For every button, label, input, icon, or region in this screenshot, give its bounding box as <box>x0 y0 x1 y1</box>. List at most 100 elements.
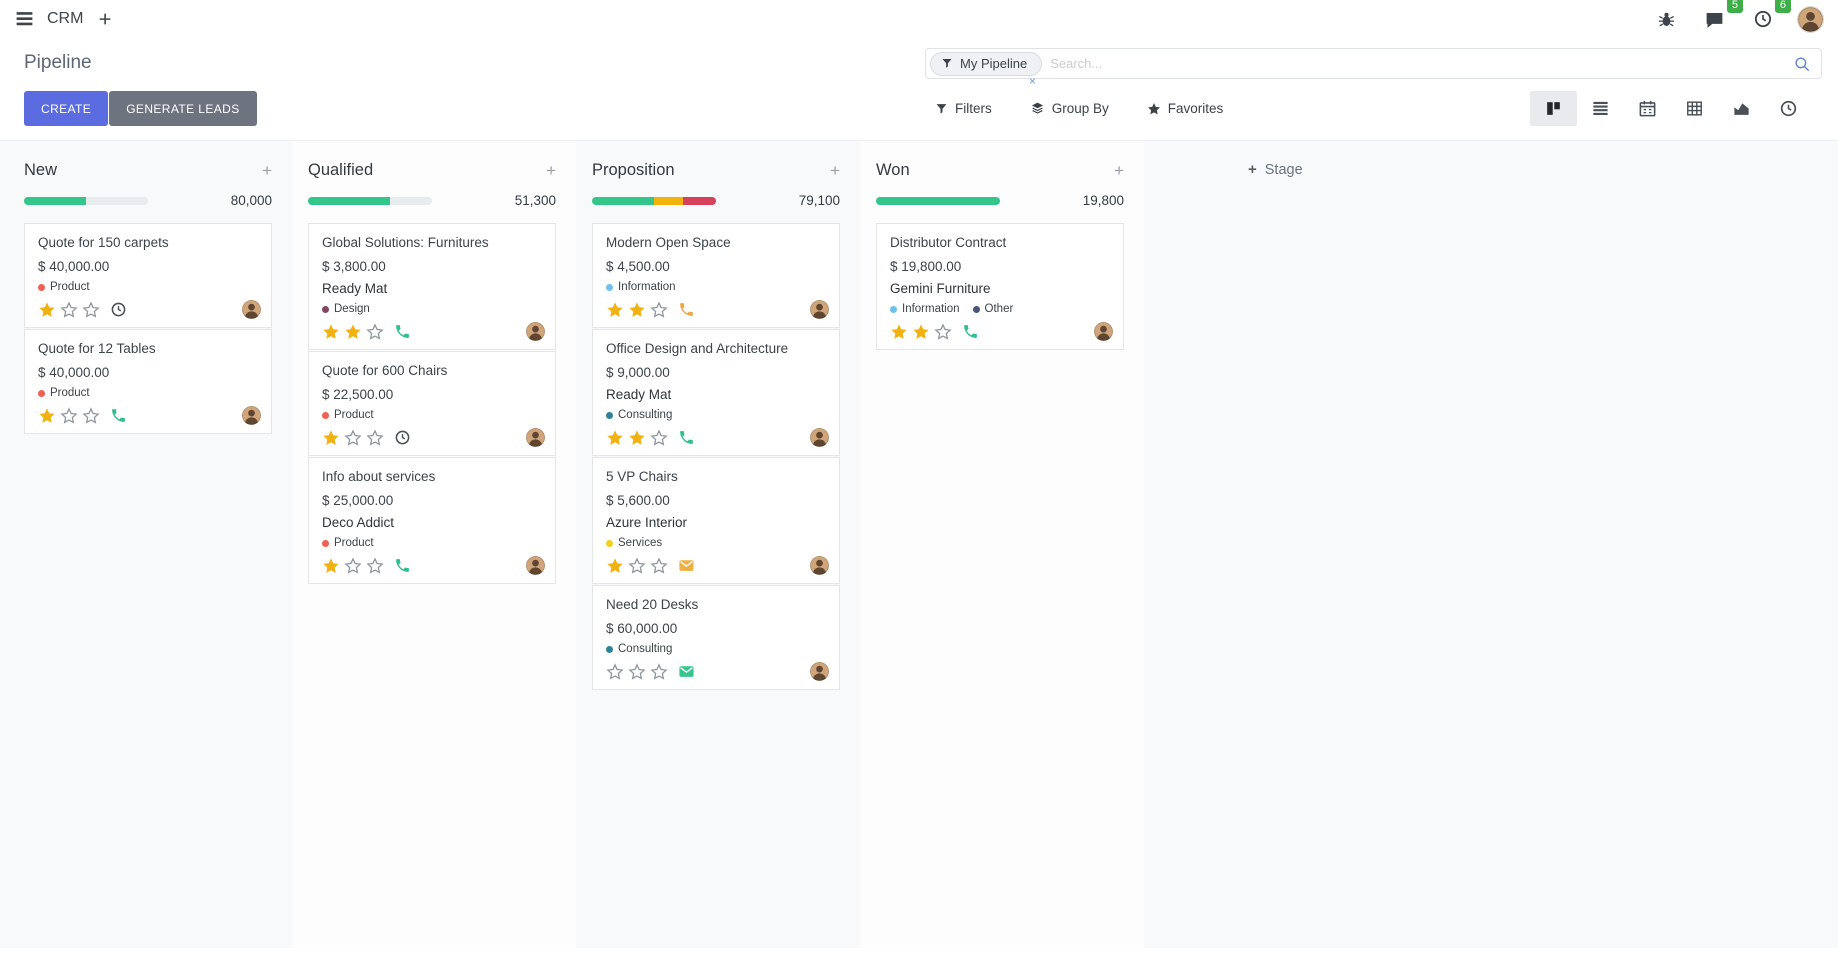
favorites-menu[interactable]: Favorites <box>1147 101 1223 116</box>
kanban-card[interactable]: Modern Open Space $ 4,500.00 Information <box>592 223 840 328</box>
view-graph-button[interactable] <box>1718 91 1765 126</box>
remove-facet-button[interactable]: × <box>1029 74 1037 88</box>
search-submit-button[interactable] <box>1791 53 1813 75</box>
group-by-menu[interactable]: Group By <box>1030 101 1109 116</box>
salesperson-avatar[interactable] <box>810 662 829 681</box>
priority-star-icon[interactable] <box>38 301 56 319</box>
priority-star-icon[interactable] <box>82 407 100 425</box>
user-avatar[interactable] <box>1797 5 1824 33</box>
view-pivot-button[interactable] <box>1671 91 1718 126</box>
priority-star-icon[interactable] <box>606 301 624 319</box>
priority-star-icon[interactable] <box>82 301 100 319</box>
priority-star-icon[interactable] <box>650 557 668 575</box>
column-title[interactable]: Qualified <box>308 161 374 179</box>
view-kanban-button[interactable] <box>1530 91 1577 126</box>
search-bar[interactable]: My Pipeline <box>925 48 1822 79</box>
progress-segment[interactable] <box>24 196 86 205</box>
priority-star-icon[interactable] <box>628 663 646 681</box>
priority-star-icon[interactable] <box>60 407 78 425</box>
priority-star-icon[interactable] <box>60 301 78 319</box>
progress-segment[interactable] <box>682 196 716 205</box>
add-stage-button[interactable]: + Stage <box>1248 161 1303 178</box>
kanban-card[interactable]: 5 VP Chairs $ 5,600.00 Azure Interior Se… <box>592 457 840 584</box>
kanban-card[interactable]: Quote for 150 carpets $ 40,000.00 Produc… <box>24 223 272 328</box>
debug-bug-button[interactable] <box>1653 6 1680 33</box>
priority-star-icon[interactable] <box>912 323 930 341</box>
column-add-record-button[interactable]: + <box>546 161 556 180</box>
progress-segment[interactable] <box>592 196 654 205</box>
priority-star-icon[interactable] <box>344 429 362 447</box>
salesperson-avatar[interactable] <box>810 300 829 319</box>
salesperson-avatar[interactable] <box>810 428 829 447</box>
activity-phone-icon[interactable] <box>962 323 979 340</box>
kanban-card[interactable]: Distributor Contract $ 19,800.00 Gemini … <box>876 223 1124 350</box>
priority-star-icon[interactable] <box>366 557 384 575</box>
column-title[interactable]: Proposition <box>592 161 675 179</box>
priority-star-icon[interactable] <box>344 557 362 575</box>
kanban-card[interactable]: Office Design and Architecture $ 9,000.0… <box>592 329 840 456</box>
activity-clock-icon[interactable] <box>394 429 411 446</box>
priority-star-icon[interactable] <box>344 323 362 341</box>
priority-star-icon[interactable] <box>890 323 908 341</box>
search-input[interactable] <box>1042 56 1791 71</box>
search-facet-my-pipeline[interactable]: My Pipeline <box>930 51 1043 76</box>
kanban-card[interactable]: Need 20 Desks $ 60,000.00 Consulting <box>592 585 840 690</box>
column-add-record-button[interactable]: + <box>830 161 840 180</box>
column-progress-bar[interactable] <box>24 196 148 205</box>
app-name[interactable]: CRM <box>47 10 84 27</box>
activity-envelope-icon[interactable] <box>678 663 695 680</box>
priority-star-icon[interactable] <box>628 429 646 447</box>
activities-button[interactable] <box>1749 5 1777 33</box>
column-progress-bar[interactable] <box>308 196 432 205</box>
priority-star-icon[interactable] <box>628 301 646 319</box>
progress-segment[interactable] <box>876 196 1000 205</box>
kanban-card[interactable]: Quote for 12 Tables $ 40,000.00 Product <box>24 329 272 434</box>
kanban-card[interactable]: Global Solutions: Furnitures $ 3,800.00 … <box>308 223 556 350</box>
column-title[interactable]: Won <box>876 161 910 179</box>
activity-envelope-icon[interactable] <box>678 557 695 574</box>
priority-star-icon[interactable] <box>38 407 56 425</box>
kanban-card[interactable]: Quote for 600 Chairs $ 22,500.00 Product <box>308 351 556 456</box>
activity-phone-icon[interactable] <box>394 557 411 574</box>
priority-star-icon[interactable] <box>606 663 624 681</box>
column-title[interactable]: New <box>24 161 58 179</box>
column-add-record-button[interactable]: + <box>262 161 272 180</box>
view-activity-button[interactable] <box>1765 91 1812 126</box>
priority-star-icon[interactable] <box>650 301 668 319</box>
salesperson-avatar[interactable] <box>526 428 545 447</box>
column-progress-bar[interactable] <box>876 196 1000 205</box>
create-button[interactable]: CREATE <box>24 91 109 126</box>
priority-star-icon[interactable] <box>322 323 340 341</box>
activity-phone-icon[interactable] <box>678 301 695 318</box>
activity-phone-icon[interactable] <box>394 323 411 340</box>
priority-star-icon[interactable] <box>606 557 624 575</box>
salesperson-avatar[interactable] <box>810 556 829 575</box>
column-progress-bar[interactable] <box>592 196 716 205</box>
priority-star-icon[interactable] <box>322 557 340 575</box>
activity-phone-icon[interactable] <box>110 407 127 424</box>
activity-clock-icon[interactable] <box>110 301 127 318</box>
progress-segment[interactable] <box>308 196 390 205</box>
filters-menu[interactable]: Filters <box>935 101 992 116</box>
add-menu-button[interactable] <box>93 7 117 31</box>
salesperson-avatar[interactable] <box>1094 322 1113 341</box>
salesperson-avatar[interactable] <box>526 556 545 575</box>
priority-star-icon[interactable] <box>650 663 668 681</box>
view-calendar-button[interactable] <box>1624 91 1671 126</box>
view-list-button[interactable] <box>1577 91 1624 126</box>
kanban-card[interactable]: Info about services $ 25,000.00 Deco Add… <box>308 457 556 584</box>
priority-star-icon[interactable] <box>628 557 646 575</box>
priority-star-icon[interactable] <box>366 429 384 447</box>
salesperson-avatar[interactable] <box>526 322 545 341</box>
salesperson-avatar[interactable] <box>242 300 261 319</box>
priority-star-icon[interactable] <box>650 429 668 447</box>
priority-star-icon[interactable] <box>606 429 624 447</box>
generate-leads-button[interactable]: GENERATE LEADS <box>109 91 257 126</box>
priority-star-icon[interactable] <box>322 429 340 447</box>
salesperson-avatar[interactable] <box>242 406 261 425</box>
activity-phone-icon[interactable] <box>678 429 695 446</box>
apps-menu-button[interactable] <box>10 5 39 34</box>
column-add-record-button[interactable]: + <box>1114 161 1124 180</box>
messages-button[interactable] <box>1700 5 1729 34</box>
progress-segment[interactable] <box>654 196 683 205</box>
